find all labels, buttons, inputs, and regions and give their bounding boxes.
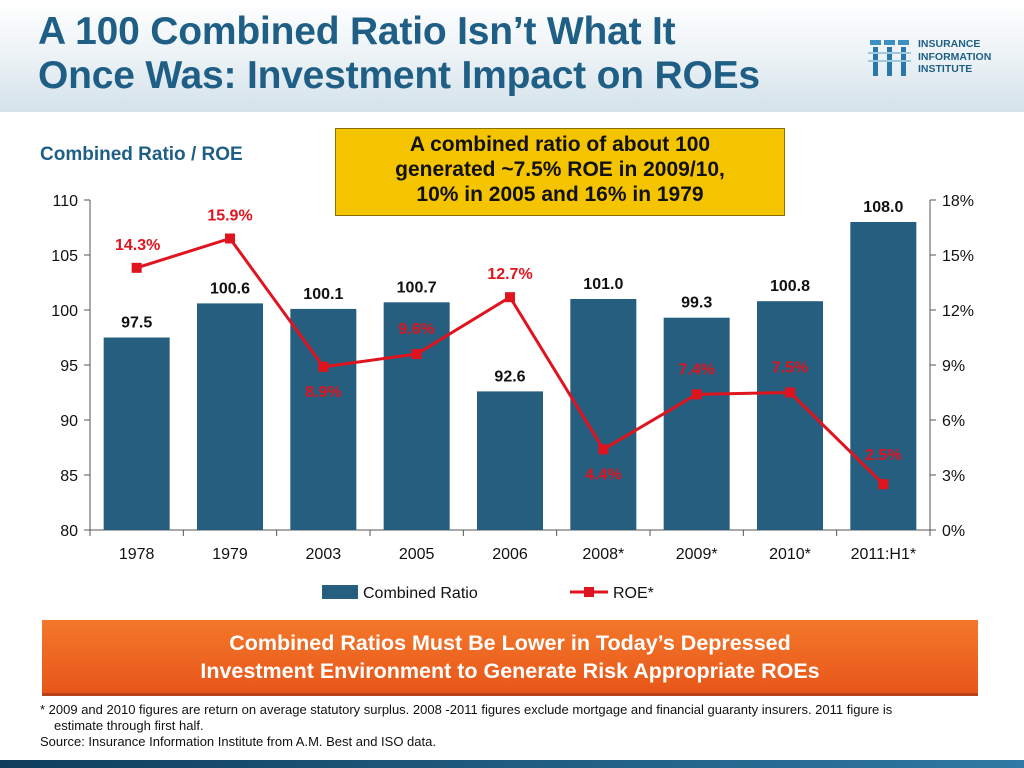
roe-marker (785, 387, 795, 398)
roe-label: 15.9% (207, 208, 252, 225)
right-tick-label: 15% (942, 248, 974, 265)
x-tick-label: 2005 (399, 546, 435, 563)
roe-label: 9.6% (398, 321, 434, 338)
callout-line-1: A combined ratio of about 100 (409, 133, 711, 156)
right-tick-label: 6% (942, 413, 965, 430)
roe-marker (691, 389, 702, 400)
title-line-1: A 100 Combined Ratio Isn’t What It (38, 10, 676, 53)
x-tick-label: 1979 (212, 546, 248, 563)
combined-ratio-roe-chart: 80 85 90 95 100 105 110 0% 3% 6% 9% 12% 15% 18% 1978 19… (51, 193, 974, 602)
footnotes: * 2009 and 2010 figures are return on av… (40, 702, 940, 750)
legend-label-roe: ROE* (613, 585, 654, 602)
header-band (0, 0, 1024, 112)
combined-ratio-label: 92.6 (494, 368, 525, 385)
x-tick-label: 2006 (492, 546, 528, 563)
logo-line-1: INSURANCE (918, 38, 981, 50)
banner-line-2: Investment Environment to Generate Risk … (200, 659, 820, 683)
x-tick-label: 2003 (306, 546, 342, 563)
x-tick-label: 2009* (676, 546, 718, 563)
left-tick-label: 110 (52, 193, 78, 210)
roe-marker (505, 292, 515, 303)
combined-ratio-label: 100.1 (303, 286, 343, 303)
left-tick-label: 80 (60, 523, 78, 540)
combined-ratio-bar (663, 317, 730, 530)
page-title: A 100 Combined Ratio Isn’t What It Once … (38, 10, 760, 98)
conclusion-banner: Combined Ratios Must Be Lower in Today’s… (42, 620, 978, 696)
roe-marker (411, 349, 422, 359)
callout-line-3: 10% in 2005 and 16% in 1979 (416, 183, 704, 206)
right-tick-label: 3% (942, 468, 965, 485)
logo-text: INSURANCE INFORMATION INSTITUTE (918, 38, 991, 76)
left-tick-label: 100 (51, 303, 78, 320)
x-tick-label: 2010* (769, 546, 811, 563)
right-tick-label: 9% (942, 358, 965, 375)
combined-ratio-label: 97.5 (121, 315, 152, 332)
combined-ratio-bar (103, 337, 170, 530)
left-tick-label: 105 (51, 248, 78, 265)
roe-label: 8.9% (305, 384, 341, 401)
title-line-2: Once Was: Investment Impact on ROEs (38, 54, 760, 97)
chart-subtitle: Combined Ratio / ROE (40, 144, 243, 165)
x-tick-label: 1978 (119, 546, 155, 563)
combined-ratio-bar (290, 308, 357, 530)
right-tick-label: 0% (942, 523, 965, 540)
combined-ratio-bar (850, 222, 917, 530)
legend-swatch-combined-ratio (322, 585, 358, 599)
roe-marker (878, 479, 889, 490)
banner-line-1: Combined Ratios Must Be Lower in Today’s… (229, 631, 791, 655)
left-tick-label: 85 (60, 468, 78, 485)
combined-ratio-label: 101.0 (583, 276, 623, 293)
combined-ratio-label: 108.0 (863, 199, 903, 216)
roe-label: 7.5% (772, 360, 808, 377)
roe-marker (318, 361, 329, 372)
footnote-source: Source: Insurance Information Institute … (40, 734, 436, 749)
callout-line-2: generated ~7.5% ROE in 2009/10, (395, 158, 725, 181)
roe-marker (131, 262, 142, 273)
iii-logo-icon (868, 40, 911, 76)
combined-ratio-bar (197, 303, 263, 530)
roe-marker (598, 444, 609, 455)
logo-line-2: INFORMATION (918, 50, 992, 63)
roe-label: 7.4% (678, 361, 714, 378)
legend-swatch-roe-marker (584, 587, 594, 597)
combined-ratio-label: 99.3 (681, 295, 712, 312)
right-tick-label: 12% (942, 303, 974, 320)
roe-label: 12.7% (487, 266, 532, 283)
roe-label: 2.5% (865, 447, 901, 464)
x-tick-label: 2011:H1* (851, 546, 917, 563)
bottom-bar (0, 760, 1024, 768)
combined-ratio-bar (477, 391, 543, 530)
right-tick-label: 18% (942, 193, 974, 210)
x-tick-label: 2008* (582, 546, 624, 563)
logo-line-3: INSTITUTE (918, 63, 973, 75)
combined-ratio-label: 100.6 (210, 280, 250, 297)
left-tick-label: 95 (60, 358, 78, 375)
combined-ratio-label: 100.7 (397, 279, 437, 296)
iii-logo: INSURANCE INFORMATION INSTITUTE (868, 38, 1018, 80)
roe-label: 14.3% (115, 237, 160, 254)
roe-marker (225, 233, 235, 244)
footnote-note: * 2009 and 2010 figures are return on av… (40, 702, 893, 733)
callout-box: A combined ratio of about 100 generated … (335, 128, 785, 216)
left-tick-label: 90 (60, 413, 78, 430)
combined-ratio-label: 100.8 (770, 278, 810, 295)
roe-label: 4.4% (585, 466, 621, 483)
legend-label-combined-ratio: Combined Ratio (363, 585, 478, 602)
